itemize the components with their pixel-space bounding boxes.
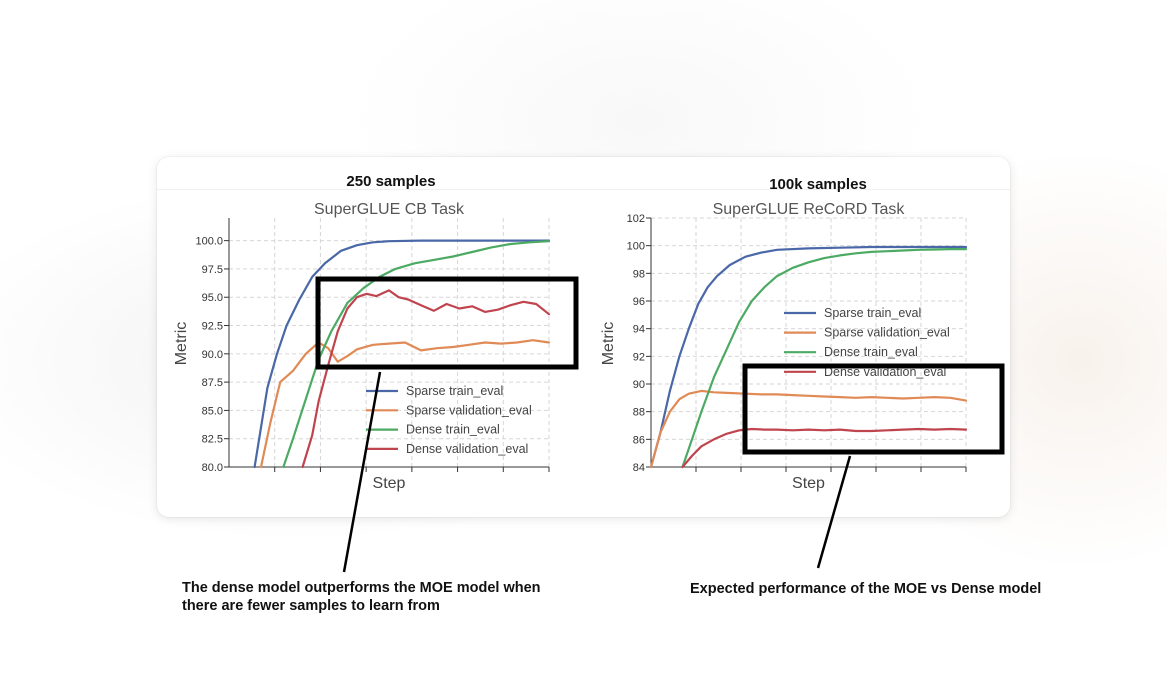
series-line <box>253 239 551 469</box>
y-tick-label: 87.5 <box>202 377 223 389</box>
highlight-box <box>742 363 1005 455</box>
y-tick-label: 102 <box>627 213 645 225</box>
y-tick-label: 85.0 <box>202 405 223 417</box>
chart-card <box>157 157 1010 517</box>
y-tick-label: 82.5 <box>202 434 223 446</box>
y-tick-label: 80.0 <box>202 462 223 474</box>
series-line <box>301 289 551 469</box>
caption-left-line-2: there are fewer samples to learn from <box>182 598 440 614</box>
y-tick-label: 90 <box>633 379 645 391</box>
y-axis-label: Metric <box>600 322 617 366</box>
legend-label: Dense train_eval <box>406 423 500 437</box>
y-tick-label: 92 <box>633 351 645 363</box>
card-divider <box>157 189 1010 190</box>
caption-right: Expected performance of the MOE vs Dense… <box>690 581 1042 597</box>
y-tick-label: 90.0 <box>202 349 223 361</box>
y-tick-label: 84 <box>633 462 645 474</box>
chart-title: SuperGLUE ReCoRD Task <box>713 201 906 218</box>
series-line <box>282 240 551 469</box>
legend-label: Dense train_eval <box>824 345 918 359</box>
panel-heading-250-samples: 250 samples <box>346 173 436 190</box>
y-tick-label: 98 <box>633 268 645 280</box>
caption-left-line-1: The dense model outperforms the MOE mode… <box>182 580 541 596</box>
legend-label: Dense validation_eval <box>406 442 528 456</box>
chart-title: SuperGLUE CB Task <box>314 201 465 218</box>
caption-left: The dense model outperforms the MOE mode… <box>182 579 541 615</box>
series-line <box>649 245 968 469</box>
y-tick-label: 97.5 <box>202 264 223 276</box>
series-line <box>681 248 968 469</box>
series-line <box>681 427 968 469</box>
y-tick-label: 95.0 <box>202 292 223 304</box>
legend-label: Sparse train_eval <box>824 306 921 320</box>
series-line <box>259 339 551 469</box>
y-tick-label: 100.0 <box>195 236 223 248</box>
legend-label: Sparse validation_eval <box>824 326 950 340</box>
y-axis-label: Metric <box>173 322 190 366</box>
y-tick-label: 86 <box>633 434 645 446</box>
x-axis-label: Step <box>792 475 825 492</box>
legend-label: Sparse train_eval <box>406 384 503 398</box>
x-axis-label: Step <box>373 475 406 492</box>
series-line <box>649 389 968 469</box>
panel-heading-100k-samples: 100k samples <box>769 176 867 193</box>
annotation-pointer-right <box>816 455 852 569</box>
y-tick-label: 94 <box>633 324 645 336</box>
annotation-pointer-left <box>342 371 382 573</box>
y-tick-label: 100 <box>627 241 645 253</box>
y-tick-label: 88 <box>633 407 645 419</box>
legend-label: Sparse validation_eval <box>406 403 532 417</box>
y-tick-label: 96 <box>633 296 645 308</box>
highlight-box <box>315 276 579 370</box>
y-tick-label: 92.5 <box>202 321 223 333</box>
